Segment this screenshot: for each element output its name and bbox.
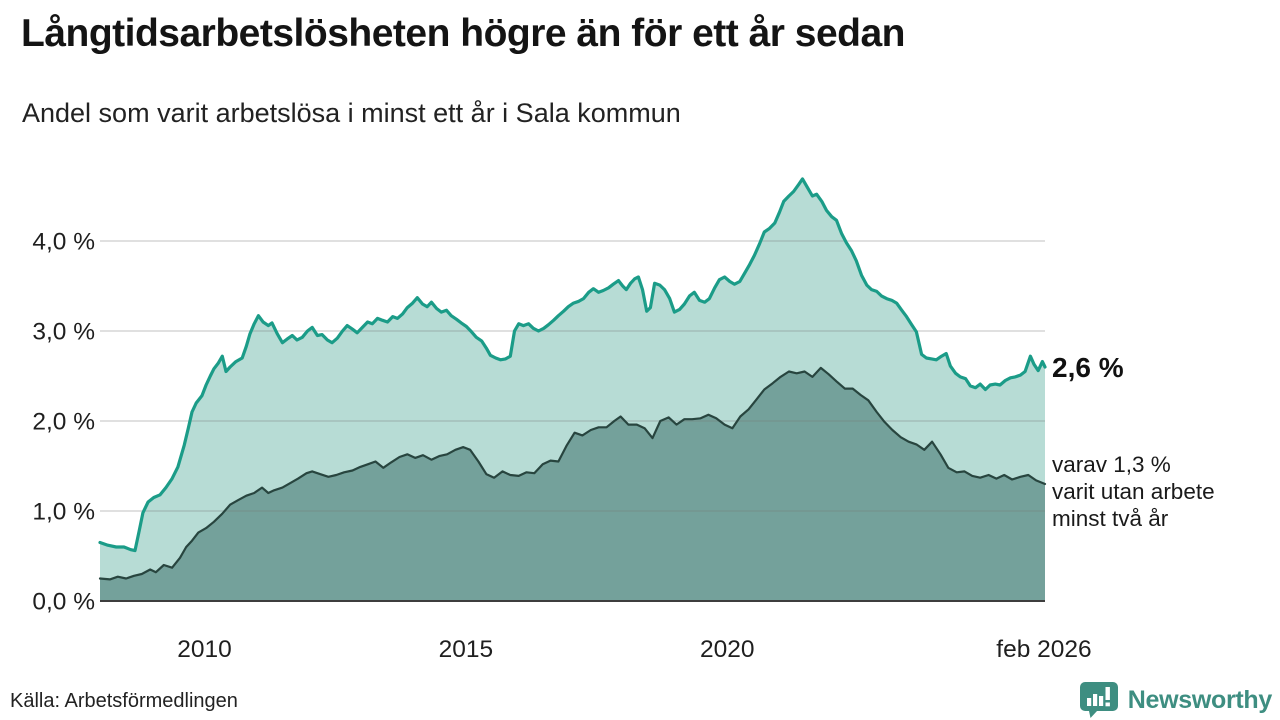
page-title: Långtidsarbetslösheten högre än för ett …: [21, 12, 906, 55]
series-line-one-year: [98, 177, 1047, 553]
y-axis-tick-label: 3,0 %: [32, 319, 95, 346]
latest-value-label: 2,6 %: [1052, 352, 1124, 383]
bar-chart-bar: [1098, 696, 1103, 706]
secondary-value-line: varit utan arbete: [1052, 479, 1215, 504]
series-line-two-years: [98, 366, 1047, 581]
series-area-two-years: [100, 367, 1045, 601]
y-axis-tick-label: 0,0 %: [32, 589, 95, 616]
x-axis-tick-label: 2020: [700, 636, 755, 663]
chart-subtitle: Andel som varit arbetslösa i minst ett å…: [22, 98, 681, 128]
x-axis-tick-label: feb 2026: [996, 636, 1091, 663]
x-axis-tick-label: 2015: [439, 636, 494, 663]
source-attribution: Källa: Arbetsförmedlingen: [10, 690, 238, 712]
bar-chart-bar: [1092, 694, 1097, 706]
y-axis-tick-label: 2,0 %: [32, 409, 95, 436]
secondary-value-line: varav 1,3 %: [1052, 452, 1171, 477]
brand-lockup: Newsworthy: [1079, 680, 1273, 720]
x-axis-tick-label: 2010: [177, 636, 232, 663]
exclamation-dot: [1105, 702, 1110, 707]
secondary-value-line: minst två år: [1052, 506, 1169, 531]
newsworthy-logo-icon: [1079, 682, 1118, 718]
y-axis-tick-label: 4,0 %: [32, 229, 95, 256]
brand-name: Newsworthy: [1127, 685, 1273, 714]
secondary-value-label: varav 1,3 % varit utan arbete minst två …: [1052, 451, 1215, 532]
y-axis-tick-label: 1,0 %: [32, 499, 95, 526]
bar-chart-bar: [1086, 698, 1091, 706]
exclamation-mark-icon: [1105, 687, 1110, 700]
